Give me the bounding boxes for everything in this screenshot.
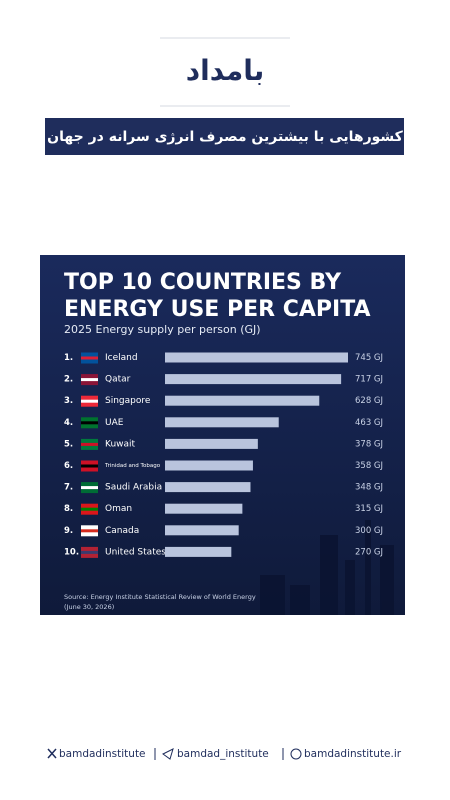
value-label: 270 GJ <box>355 547 383 557</box>
flag <box>81 378 98 382</box>
value-label: 358 GJ <box>355 461 383 471</box>
chart-subtitle: 2025 Energy supply per person (GJ) <box>64 323 261 336</box>
bar <box>165 438 258 449</box>
country-label: Singapore <box>105 396 151 406</box>
rank: 10. <box>64 547 79 557</box>
footer-item: bamdadinstitute.ir <box>304 748 402 760</box>
post-title: کشورهایی با بیشترین مصرف انرژی سرانه در … <box>47 129 403 145</box>
title-banner <box>45 118 404 155</box>
country-label: Canada <box>105 526 139 536</box>
bar <box>165 352 348 363</box>
logo: بامداد <box>186 54 265 87</box>
country-label: Kuwait <box>105 439 136 449</box>
value-label: 315 GJ <box>355 504 383 514</box>
flag <box>81 550 98 554</box>
chart-title: TOP 10 COUNTRIES BY <box>64 270 342 295</box>
bar <box>165 525 239 536</box>
flag <box>81 399 98 403</box>
bar <box>165 374 342 385</box>
country-label: Saudi Arabia <box>105 483 162 493</box>
value-label: 348 GJ <box>355 483 383 493</box>
rank: 5. <box>64 439 73 449</box>
country-label: Oman <box>105 504 132 514</box>
country-label: Iceland <box>105 353 138 363</box>
rank: 7. <box>64 483 73 493</box>
web-icon <box>290 748 302 760</box>
footer-item: bamdadinstitute <box>59 748 146 760</box>
country-label: UAE <box>105 418 124 428</box>
source: Source: Energy Institute Statistical Rev… <box>64 593 256 601</box>
source: (June 30, 2026) <box>64 603 114 611</box>
chart-title: ENERGY USE PER CAPITA <box>64 297 371 322</box>
flag <box>81 442 98 446</box>
bar <box>165 482 251 493</box>
country-label: Trinidad and Tobago <box>104 463 161 469</box>
value-label: 717 GJ <box>355 375 383 385</box>
skyline <box>260 520 394 615</box>
flag <box>81 486 98 490</box>
value-label: 463 GJ <box>355 418 383 428</box>
bar <box>165 417 279 428</box>
rank: 8. <box>64 504 73 514</box>
bar <box>165 546 232 557</box>
flag <box>81 356 98 360</box>
x-icon <box>47 748 57 759</box>
flag <box>81 529 98 533</box>
flag <box>81 421 98 425</box>
footer-item: bamdad_institute <box>177 748 269 760</box>
value-label: 745 GJ <box>355 353 383 363</box>
bar <box>165 503 243 514</box>
footer: bamdadinstitute bamdad_institute bamdadi… <box>47 748 402 760</box>
country-label: Qatar <box>105 375 131 385</box>
value-label: 378 GJ <box>355 439 383 449</box>
rank: 4. <box>64 418 73 428</box>
rank: 9. <box>64 526 73 536</box>
rank: 1. <box>64 353 73 363</box>
flag <box>81 464 98 468</box>
chart: TOP 10 COUNTRIES BY ENERGY USE PER CAPIT… <box>40 255 405 615</box>
value-label: 300 GJ <box>355 526 383 536</box>
rank: 6. <box>64 461 73 471</box>
telegram-icon <box>162 748 174 760</box>
rank: 3. <box>64 396 73 406</box>
value-label: 628 GJ <box>355 396 383 406</box>
bar <box>165 395 320 406</box>
country-label: United States <box>105 547 166 557</box>
rank: 2. <box>64 375 73 385</box>
bar <box>165 460 253 471</box>
flag <box>81 507 98 511</box>
